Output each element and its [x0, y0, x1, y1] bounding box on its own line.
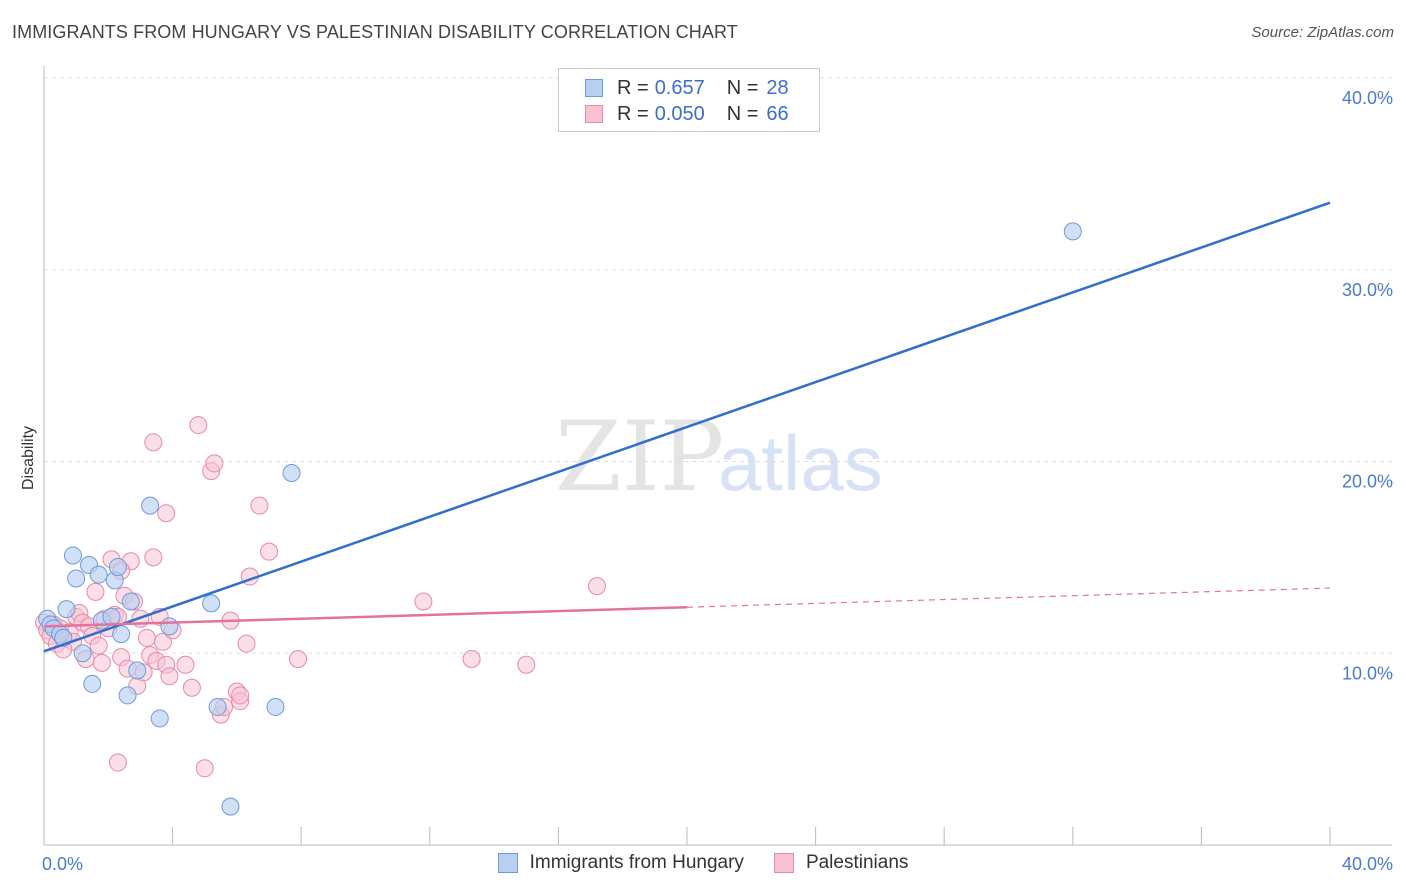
palestinians-point	[89, 636, 108, 655]
hungary-point	[208, 697, 227, 716]
palestinians-point	[288, 650, 307, 669]
tick-labels: 10.0% 20.0% 30.0% 40.0% 0.0% 40.0%	[42, 88, 1393, 874]
palestinians-point	[92, 653, 111, 672]
y-tick-label: 30.0%	[1342, 280, 1393, 300]
correlation-legend: R = 0.657 N = 28 R = 0.050 N = 66	[558, 68, 820, 132]
hungary-point	[266, 697, 285, 716]
palestinians-point	[205, 454, 224, 473]
hungary-point	[83, 674, 102, 693]
hungary-point	[57, 600, 76, 619]
palestinians-point	[237, 634, 256, 653]
source-prefix: Source:	[1251, 24, 1308, 41]
series-legend-hungary[interactable]: Immigrants from Hungary	[497, 852, 744, 874]
legend-row-palestinians: R = 0.050 N = 66	[585, 103, 789, 125]
hungary-point	[118, 686, 137, 705]
legend-n-label: N =	[726, 102, 759, 125]
series-swatch-hungary	[497, 853, 518, 873]
palestinians-point	[144, 433, 163, 452]
palestinians-trend-extension	[686, 587, 1331, 608]
source-credit: Source: ZipAtlas.com	[1251, 24, 1394, 41]
palestinians-point	[86, 582, 105, 601]
hungary-point	[73, 644, 92, 663]
hungary-point	[202, 594, 221, 613]
palestinians-point	[108, 753, 127, 772]
palestinians-point	[250, 496, 269, 515]
series-swatch-palestinians	[773, 853, 794, 873]
y-tick-label: 20.0%	[1342, 472, 1393, 492]
hungary-point	[102, 607, 121, 626]
palestinians-point	[260, 542, 279, 561]
legend-row-hungary: R = 0.657 N = 28	[585, 77, 789, 99]
legend-r-value: 0.657	[654, 76, 705, 99]
palestinians-point	[160, 667, 179, 686]
watermark-zip: ZIP	[555, 401, 724, 513]
palestinians-point	[144, 548, 163, 567]
chart-title: IMMIGRANTS FROM HUNGARY VS PALESTINIAN D…	[12, 22, 738, 42]
legend-n-value: 28	[766, 76, 789, 99]
trend-lines	[43, 201, 1331, 653]
palestinians-point	[231, 686, 250, 705]
legend-r-label: R =	[617, 102, 649, 125]
hungary-point	[67, 569, 86, 588]
legend-r-value: 0.050	[654, 102, 705, 125]
x-tick-label: 0.0%	[42, 854, 83, 874]
legend-swatch-palestinians	[585, 105, 603, 123]
hungary-point	[160, 617, 179, 636]
hungary-point	[121, 592, 140, 611]
legend-n-value: 66	[766, 102, 789, 125]
hungary-point	[89, 565, 108, 584]
hungary-point	[221, 797, 240, 816]
palestinians-points	[35, 416, 606, 778]
hungary-point	[150, 709, 169, 728]
hungary-point	[1063, 222, 1082, 241]
legend-r-label: R =	[617, 76, 649, 99]
palestinians-trend-line	[43, 605, 688, 628]
y-tick-label: 40.0%	[1342, 88, 1393, 108]
palestinians-point	[587, 577, 606, 596]
y-axis-label: Disability	[20, 426, 37, 490]
hungary-point	[141, 496, 160, 515]
watermark: ZIP atlas	[555, 401, 883, 513]
watermark-atlas: atlas	[718, 419, 883, 507]
palestinians-point	[195, 759, 214, 778]
palestinians-point	[414, 592, 433, 611]
hungary-point	[112, 625, 131, 644]
y-tick-label: 10.0%	[1342, 663, 1393, 683]
palestinians-point	[462, 650, 481, 669]
palestinians-point	[157, 504, 176, 523]
hungary-point	[108, 557, 127, 576]
palestinians-point	[182, 678, 201, 697]
palestinians-point	[517, 655, 536, 674]
hungary-point	[282, 464, 301, 483]
palestinians-point	[137, 628, 156, 647]
hungary-point	[63, 546, 82, 565]
legend-n-label: N =	[726, 76, 759, 99]
series-label-palestinians: Palestinians	[805, 852, 909, 873]
x-tick-label: 40.0%	[1342, 854, 1393, 874]
palestinians-point	[189, 416, 208, 435]
palestinians-point	[153, 632, 172, 651]
gridlines	[44, 77, 1392, 654]
hungary-points	[38, 222, 1082, 816]
source-domain: ZipAtlas.com	[1307, 24, 1394, 41]
legend-swatch-hungary	[585, 79, 603, 97]
axes	[43, 66, 1392, 846]
hungary-trend-line	[43, 201, 1331, 653]
palestinians-point	[176, 655, 195, 674]
series-legend-palestinians[interactable]: Palestinians	[773, 852, 909, 874]
series-label-hungary: Immigrants from Hungary	[529, 852, 744, 873]
hungary-point	[128, 661, 147, 680]
series-legend: Immigrants from Hungary Palestinians	[0, 852, 1406, 874]
